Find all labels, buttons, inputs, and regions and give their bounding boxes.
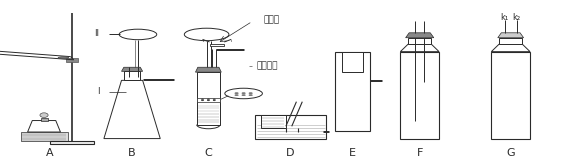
Text: A: A (46, 148, 53, 157)
Bar (21, 132, 68, 141)
Ellipse shape (40, 113, 48, 117)
Polygon shape (400, 44, 439, 52)
Text: F: F (417, 148, 423, 157)
Circle shape (201, 100, 204, 101)
Bar (491, 52, 530, 139)
Circle shape (184, 28, 229, 41)
Circle shape (235, 95, 238, 96)
Ellipse shape (58, 57, 69, 59)
Text: D: D (286, 148, 295, 157)
Circle shape (235, 93, 238, 94)
Text: E: E (349, 148, 356, 157)
Bar (124, 71, 140, 80)
Bar (198, 103, 219, 112)
Polygon shape (122, 67, 143, 71)
Polygon shape (406, 33, 434, 38)
Text: II: II (95, 29, 99, 38)
Bar (408, 38, 431, 44)
Polygon shape (195, 67, 221, 72)
Bar (197, 98, 220, 102)
Text: 弹簧夹: 弹簧夹 (264, 16, 280, 24)
Text: k₂: k₂ (512, 13, 521, 22)
Circle shape (242, 95, 245, 96)
Bar (197, 72, 220, 125)
Bar (499, 38, 522, 44)
Bar (342, 52, 363, 72)
Polygon shape (104, 80, 160, 139)
Bar (198, 112, 219, 123)
Circle shape (213, 99, 215, 100)
Circle shape (249, 93, 252, 94)
Polygon shape (491, 44, 530, 52)
Polygon shape (498, 33, 524, 38)
Bar (261, 115, 286, 128)
Text: k₁: k₁ (501, 13, 509, 22)
Bar (41, 118, 48, 121)
Circle shape (119, 29, 157, 40)
Circle shape (201, 99, 204, 100)
Text: I: I (97, 87, 99, 96)
Circle shape (225, 88, 262, 99)
Bar (255, 115, 326, 139)
Bar (210, 44, 224, 46)
Bar (66, 58, 78, 62)
Bar (335, 52, 370, 131)
Text: C: C (204, 148, 212, 157)
Text: B: B (129, 148, 136, 157)
Polygon shape (28, 121, 60, 132)
Circle shape (249, 95, 252, 96)
Circle shape (207, 99, 210, 100)
Circle shape (242, 93, 245, 94)
Bar (50, 141, 94, 144)
Text: G: G (507, 148, 515, 157)
Bar (400, 52, 439, 139)
Circle shape (213, 100, 215, 101)
Circle shape (207, 100, 210, 101)
Text: 多孔隔板: 多孔隔板 (257, 61, 278, 70)
